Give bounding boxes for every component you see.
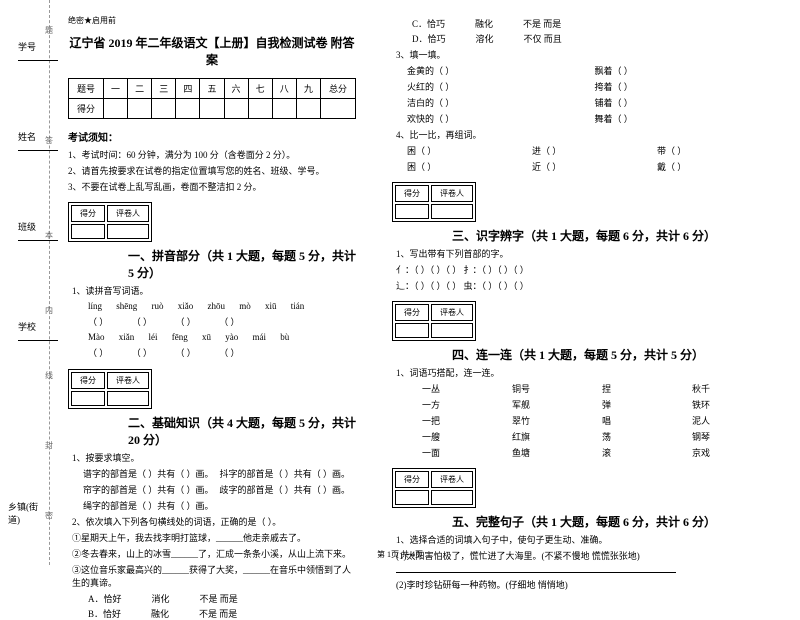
margin-text: 学校 bbox=[18, 320, 58, 333]
seal-char: 密 bbox=[45, 510, 53, 521]
instruction: 1、考试时间：60 分钟，满分为 100 分（含卷面分 2 分）。 bbox=[68, 148, 356, 161]
section-3-title: 三、识字辨字（共 1 大题，每题 6 分，共计 6 分） bbox=[452, 227, 782, 244]
cell: 评卷人 bbox=[431, 304, 473, 321]
fill-line: 谱字的部首是（ ）共有（ ）画。抖字的部首是（ ）共有（ ）画。 bbox=[83, 467, 356, 480]
instructions-heading: 考试须知： bbox=[68, 129, 356, 144]
cell: 九 bbox=[296, 79, 320, 99]
margin-blank bbox=[18, 340, 58, 341]
scorer-box: 得分评卷人 bbox=[392, 468, 476, 508]
sub-line: (2)李时珍钻研每一种药物。(仔细地 悄悄地) bbox=[396, 578, 782, 591]
question-text: 1、选择合适的词填入句子中，使句子更生动、准确。 bbox=[396, 533, 782, 546]
seal-char: 题 bbox=[45, 25, 53, 36]
margin-blank bbox=[18, 60, 58, 61]
pinyin-row: líng shēng ruò xiǎo zhōu mò xiū tián bbox=[88, 301, 356, 311]
instruction: 3、不要在试卷上乱写乱画，卷面不整洁扣 2 分。 bbox=[68, 180, 356, 193]
fill-line: 金黄的（ ）飘着（ ） bbox=[407, 64, 782, 77]
margin-text: 学号 bbox=[18, 40, 58, 53]
match-row: 一丛铜号捏秋千 bbox=[422, 382, 782, 395]
match-row: 一面鱼塘滚京戏 bbox=[422, 446, 782, 459]
question-text: 4、比一比，再组词。 bbox=[396, 128, 782, 141]
cell: 六 bbox=[224, 79, 248, 99]
answer-row: （ ）（ ）（ ）（ ） bbox=[88, 315, 356, 328]
fill-line: 洁白的（ ）铺着（ ） bbox=[407, 96, 782, 109]
cell: 八 bbox=[272, 79, 296, 99]
fill-line: 困（ ）近（ ）戴（ ） bbox=[407, 160, 782, 173]
sub-line: 辶：（ ）（ ）（ ） 虫：（ ）（ ）（ ） bbox=[396, 279, 782, 292]
match-row: 一方军舰弹铁环 bbox=[422, 398, 782, 411]
cell: 得分 bbox=[395, 185, 429, 202]
fill-line: 帘字的部首是（ ）共有（ ）画。歧字的部首是（ ）共有（ ）画。 bbox=[83, 483, 356, 496]
scorer-box: 得分评卷人 bbox=[392, 182, 476, 222]
cell: 评卷人 bbox=[431, 471, 473, 488]
option-line: D．恰巧溶化不仅 而且 bbox=[412, 32, 782, 45]
cell: 三 bbox=[152, 79, 176, 99]
cell: 五 bbox=[200, 79, 224, 99]
page-footer: 第 1页 共 4页 bbox=[0, 549, 800, 560]
cell: 评卷人 bbox=[107, 205, 149, 222]
secret-label: 绝密★启用前 bbox=[68, 15, 356, 26]
cell: 一 bbox=[103, 79, 127, 99]
scorer-box: 得分评卷人 bbox=[68, 202, 152, 242]
instruction: 2、请首先按要求在试卷的指定位置填写您的姓名、班级、学号。 bbox=[68, 164, 356, 177]
answer-row: （ ）（ ）（ ）（ ） bbox=[88, 346, 356, 359]
cell: 四 bbox=[176, 79, 200, 99]
seal-char: 封 bbox=[45, 440, 53, 451]
cell: 得分 bbox=[71, 372, 105, 389]
seal-char: 内 bbox=[45, 305, 53, 316]
seal-char: 本 bbox=[45, 230, 53, 241]
scorer-box: 得分评卷人 bbox=[392, 301, 476, 341]
cell: 得分 bbox=[395, 304, 429, 321]
seal-char: 答 bbox=[45, 135, 53, 146]
margin-text: 乡镇(街道) bbox=[8, 500, 49, 526]
section-5-title: 五、完整句子（共 1 大题，每题 6 分，共计 6 分） bbox=[452, 513, 782, 530]
question-text: 1、按要求填空。 bbox=[72, 451, 356, 464]
section-2-title: 二、基础知识（共 4 大题，每题 5 分，共计 20 分） bbox=[128, 414, 356, 448]
cell: 二 bbox=[128, 79, 152, 99]
cell: 总分 bbox=[320, 79, 355, 99]
table-row: 题号 一 二 三 四 五 六 七 八 九 总分 bbox=[69, 79, 356, 99]
cell: 七 bbox=[248, 79, 272, 99]
left-column: 绝密★启用前 辽宁省 2019 年二年级语文【上册】自我检测试卷 附答案 题号 … bbox=[50, 0, 374, 565]
exam-title: 辽宁省 2019 年二年级语文【上册】自我检测试卷 附答案 bbox=[68, 34, 356, 68]
blank-line bbox=[396, 565, 782, 575]
question-text: 3、填一填。 bbox=[396, 48, 782, 61]
score-table: 题号 一 二 三 四 五 六 七 八 九 总分 得分 bbox=[68, 78, 356, 119]
option-line: B．恰好融化不是 而是 bbox=[88, 607, 356, 620]
table-row: 得分 bbox=[69, 99, 356, 119]
cell: 得分 bbox=[395, 471, 429, 488]
match-row: 一艘红旗荡钢琴 bbox=[422, 430, 782, 443]
section-1-title: 一、拼音部分（共 1 大题，每题 5 分，共计 5 分） bbox=[128, 247, 356, 281]
scorer-box: 得分评卷人 bbox=[68, 369, 152, 409]
question-text: 1、读拼音写词语。 bbox=[72, 284, 356, 297]
fill-line: 欢快的（ ）舞着（ ） bbox=[407, 112, 782, 125]
sub-line: 亻：（ ）（ ）（ ） 扌：（ ）（ ）（ ） bbox=[396, 263, 782, 276]
question-text: 1、词语巧搭配，连一连。 bbox=[396, 366, 782, 379]
cell: 得分 bbox=[69, 99, 104, 119]
question-text: 1、写出带有下列首部的字。 bbox=[396, 247, 782, 260]
margin-label: 学号 bbox=[18, 40, 58, 63]
pinyin-row: Mào xiǎn léi fēng xū yào mái bù bbox=[88, 332, 356, 342]
fill-line: 绳字的部首是（ ）共有（ ）画。 bbox=[83, 499, 356, 512]
exam-page: 学号 姓名 班级 学校 乡镇(街道) 题 答 本 内 线 封 密 绝密★启用前 … bbox=[0, 0, 800, 565]
margin-label: 乡镇(街道) bbox=[8, 500, 49, 526]
sub-line: ③这位音乐家最高兴的______获得了大奖，______在音乐中领悟到了人生的真… bbox=[72, 563, 356, 589]
cell: 题号 bbox=[69, 79, 104, 99]
sub-line: ①星期天上午，我去找李明打篮球，______他走亲戚去了。 bbox=[72, 531, 356, 544]
seal-char: 线 bbox=[45, 370, 53, 381]
right-column: C．恰巧融化不是 而是 D．恰巧溶化不仅 而且 3、填一填。 金黄的（ ）飘着（… bbox=[374, 0, 800, 565]
margin-blank bbox=[18, 150, 58, 151]
cell: 评卷人 bbox=[107, 372, 149, 389]
cell: 得分 bbox=[71, 205, 105, 222]
margin-label: 学校 bbox=[18, 320, 58, 343]
question-text: 2、依次填入下列各句横线处的词语，正确的是（ ）。 bbox=[72, 515, 356, 528]
fill-line: 火红的（ ）挎着（ ） bbox=[407, 80, 782, 93]
cell: 评卷人 bbox=[431, 185, 473, 202]
section-4-title: 四、连一连（共 1 大题，每题 5 分，共计 5 分） bbox=[452, 346, 782, 363]
option-line: A．恰好消化不是 而是 bbox=[88, 592, 356, 605]
fill-line: 困（ ）进（ ）带（ ） bbox=[407, 144, 782, 157]
binding-margin: 学号 姓名 班级 学校 乡镇(街道) 题 答 本 内 线 封 密 bbox=[0, 0, 50, 565]
option-line: C．恰巧融化不是 而是 bbox=[412, 17, 782, 30]
match-row: 一把翠竹唱泥人 bbox=[422, 414, 782, 427]
